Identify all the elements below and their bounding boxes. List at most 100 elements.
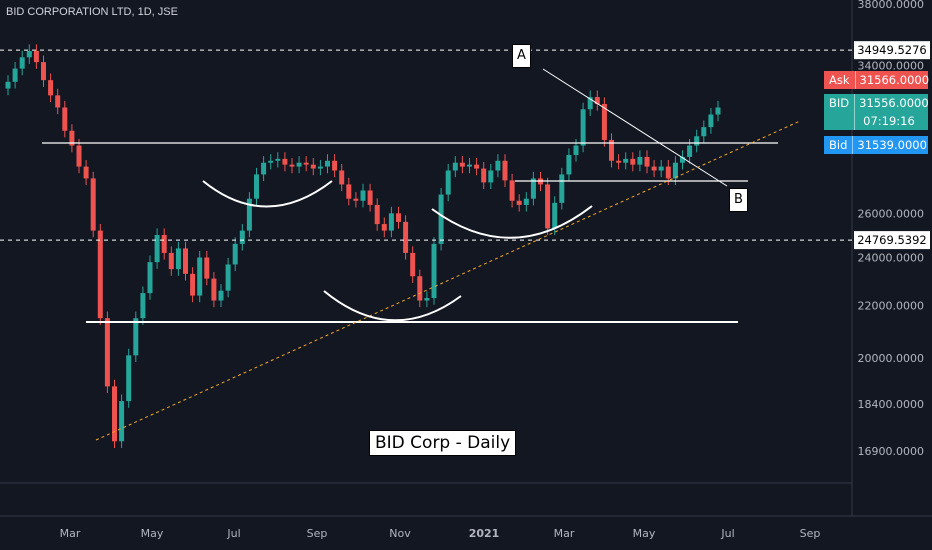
quote-tag-name: BID: [824, 94, 856, 130]
candle-body: [119, 401, 125, 442]
drawings: 34949.5276 24769.5392: [0, 41, 930, 441]
candle-body: [282, 158, 288, 165]
downtrend-line: [542, 68, 728, 187]
candle-body: [374, 204, 380, 225]
candle-body: [204, 257, 210, 279]
rounding-bottom-arc: [202, 180, 333, 208]
candle-body: [154, 234, 160, 263]
candle-body: [573, 145, 579, 156]
chart-title: BID Corp - Daily: [369, 430, 517, 456]
candle-body: [601, 104, 607, 140]
y-tick-label: 16900.0000: [858, 445, 924, 458]
candle-body: [211, 278, 217, 301]
y-tick-label: 18400.0000: [858, 398, 924, 411]
candle-body: [325, 160, 330, 167]
candle-body: [5, 81, 11, 89]
candle-body: [268, 160, 274, 163]
candle-body: [197, 257, 203, 296]
candle-body: [303, 162, 309, 165]
candle-body: [239, 230, 245, 244]
quote-tag-value: 31566.0000: [859, 73, 930, 87]
support-trendline: [95, 120, 801, 441]
x-tick-label: May: [141, 527, 164, 540]
candle-body: [467, 164, 472, 167]
candle-body: [672, 162, 678, 179]
y-tick-label: 20000.0000: [858, 352, 924, 365]
candle-body: [530, 178, 536, 199]
candle-body: [26, 50, 32, 58]
candle-body: [559, 174, 565, 203]
candle-body: [665, 166, 671, 179]
candles: [5, 44, 721, 448]
candle-body: [644, 156, 650, 167]
candle-body: [254, 174, 259, 199]
candle-body: [516, 200, 522, 205]
candle-body: [424, 298, 430, 301]
y-tick-label: 38000.0000: [858, 0, 924, 11]
candle-body: [694, 136, 700, 146]
price-line-tag: [854, 41, 930, 60]
quote-tag-value: 31556.0000 07:19:16: [859, 96, 929, 128]
candle-body: [353, 198, 359, 201]
candle-body: [175, 248, 181, 270]
candle-body: [410, 252, 416, 277]
x-tick-label: Sep: [307, 527, 328, 540]
candle-body: [459, 162, 465, 167]
quote-tag-bid: BID 31556.0000 07:19:16: [824, 94, 929, 130]
candle-body: [90, 178, 96, 231]
candle-body: [19, 57, 25, 69]
candle-body: [346, 184, 352, 199]
chart-title-header: BID CORPORATION LTD, 1D, JSE: [6, 6, 178, 18]
quote-tag-value: 31539.0000: [857, 138, 927, 152]
candle-body: [360, 190, 366, 201]
candle-body: [112, 386, 117, 442]
x-tick-label: May: [633, 527, 656, 540]
candle-body: [190, 273, 196, 296]
candle-body: [609, 139, 614, 161]
candle-body: [502, 160, 508, 181]
candle-body: [403, 221, 409, 253]
x-tick-label: Jul: [226, 527, 240, 540]
candle-body: [317, 166, 323, 169]
candle-body: [62, 107, 68, 131]
candle-body: [367, 190, 373, 205]
candle-body: [474, 164, 480, 169]
x-tick-label: Sep: [800, 527, 821, 540]
rounding-bottom-arc: [431, 205, 593, 239]
candle-body: [587, 97, 593, 110]
candle-body: [566, 155, 572, 175]
candle-body: [147, 262, 153, 294]
candle-body: [630, 158, 636, 165]
candle-body: [708, 114, 714, 128]
candle-body: [140, 293, 146, 319]
candle-body: [332, 160, 338, 171]
candle-body: [388, 213, 394, 231]
candle-body: [183, 248, 188, 274]
candle-body: [623, 158, 629, 163]
candle-body: [552, 202, 558, 229]
price-line-tag: [854, 231, 930, 250]
x-tick-label: Jul: [720, 527, 734, 540]
candle-body: [445, 170, 451, 195]
candle-body: [55, 95, 61, 108]
candle-body: [495, 160, 501, 171]
candle-body: [133, 318, 139, 356]
quote-tag-name: Bid: [824, 136, 854, 154]
candle-body: [381, 224, 387, 231]
candle-body: [545, 184, 551, 229]
quote-tag-bid: Bid 31539.0000: [824, 136, 928, 154]
candle-body: [431, 243, 437, 299]
candle-body: [417, 276, 423, 301]
candle-body: [48, 80, 54, 96]
candle-body: [41, 62, 46, 81]
rounding-bottom-arc: [323, 290, 462, 322]
candle-body: [509, 180, 515, 201]
y-tick-label: 34000.0000: [858, 59, 924, 72]
candle-body: [651, 166, 657, 171]
candle-body: [687, 145, 693, 157]
candle-body: [232, 243, 238, 265]
quote-tag-ask: Ask 31566.0000: [824, 71, 929, 89]
candle-body: [438, 194, 444, 244]
candle-body: [523, 198, 529, 205]
